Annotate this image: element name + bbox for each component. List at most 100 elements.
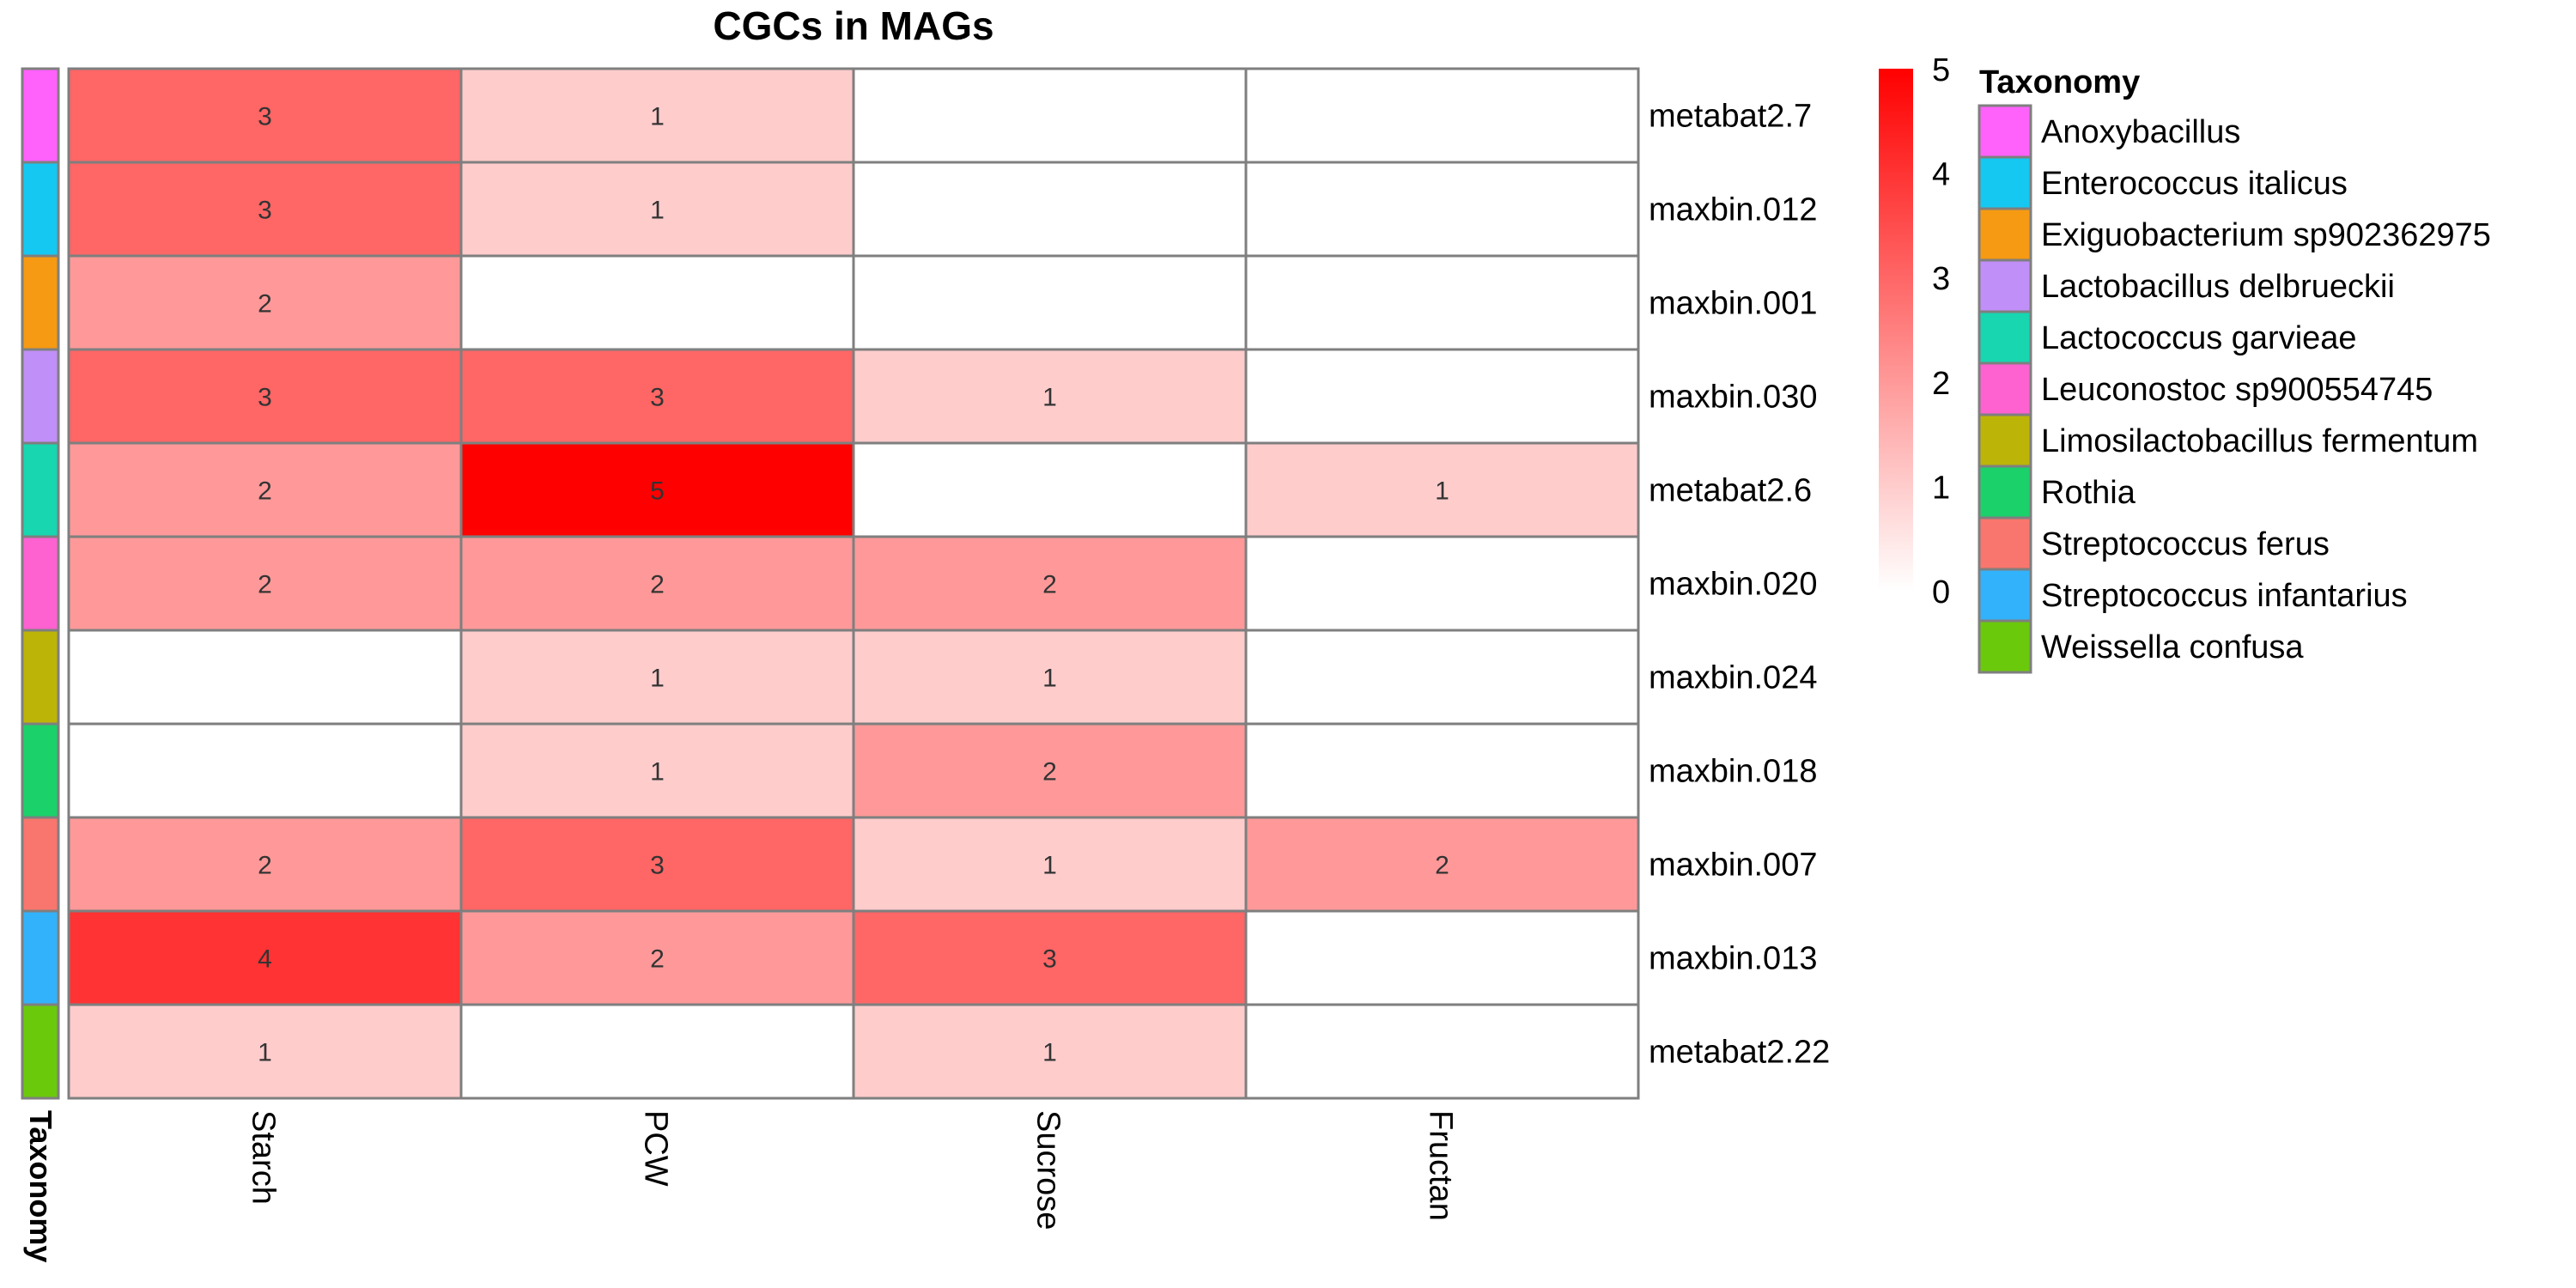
heatmap-cell <box>852 254 1248 351</box>
row-label: maxbin.012 <box>1649 192 1817 228</box>
cell-value-label: 1 <box>650 197 665 225</box>
taxonomy-annotation-bar <box>21 67 60 1100</box>
cell-value-label: 1 <box>650 103 665 131</box>
color-scale-bar <box>1879 69 1913 591</box>
taxonomy-legend-swatch <box>1978 104 2032 159</box>
heatmap-cell <box>67 348 463 445</box>
row-label: maxbin.013 <box>1649 941 1817 977</box>
taxonomy-legend-swatch <box>1978 361 2032 416</box>
taxonomy-legend-title: Taxonomy <box>1979 64 2140 100</box>
cell-value-label: 1 <box>1042 384 1057 412</box>
row-label: maxbin.020 <box>1649 567 1817 603</box>
color-scale-legend: 0 1 2 3 4 5 <box>1879 52 1950 611</box>
row-label: metabat2.22 <box>1649 1035 1830 1071</box>
cell-value-label: 1 <box>650 665 665 693</box>
heatmap-cell <box>1244 441 1640 538</box>
taxonomy-legend-swatch <box>1978 258 2032 313</box>
column-label: PCW <box>638 1110 674 1187</box>
cell-value-label: 2 <box>1042 571 1057 599</box>
cell-value-label: 4 <box>258 945 272 974</box>
cell-value-label: 1 <box>1042 852 1057 880</box>
heatmap-cell <box>852 816 1248 913</box>
taxonomy-legend-label: Weissella confusa <box>2041 629 2304 665</box>
cell-value-label: 2 <box>258 290 272 319</box>
heatmap-cell <box>852 348 1248 445</box>
color-scale-tick-label: 2 <box>1932 366 1950 402</box>
heatmap-cell <box>67 161 463 258</box>
heatmap-cell <box>459 254 855 351</box>
cell-value-label: 2 <box>1042 758 1057 787</box>
heatmap-cell <box>459 1003 855 1100</box>
taxonomy-legend-label: Enterococcus italicus <box>2041 166 2348 202</box>
row-label: metabat2.6 <box>1649 473 1812 509</box>
column-label: Sucrose <box>1030 1110 1066 1230</box>
heatmap-cell <box>852 909 1248 1006</box>
taxonomy-annotation-cell <box>21 254 60 351</box>
heatmap-cell <box>852 441 1248 538</box>
heatmap-cell <box>1244 722 1640 819</box>
row-label: maxbin.001 <box>1649 286 1817 322</box>
heatmap-cell <box>459 67 855 164</box>
cell-value-label: 2 <box>650 571 665 599</box>
taxonomy-legend-label: Lactococcus garvieae <box>2041 320 2357 356</box>
color-scale-tick-label: 3 <box>1932 261 1950 297</box>
heatmap-cell <box>67 722 463 819</box>
cell-value-label: 2 <box>1435 852 1449 880</box>
heatmap-cell <box>459 722 855 819</box>
heatmap-cell <box>1244 629 1640 726</box>
taxonomy-annotation-cell <box>21 909 60 1006</box>
heatmap-cell <box>1244 1003 1640 1100</box>
cell-value-label: 1 <box>1042 665 1057 693</box>
taxonomy-legend-swatch <box>1978 619 2032 674</box>
cell-value-label: 3 <box>650 384 665 412</box>
heatmap-cell <box>852 161 1248 258</box>
row-label: metabat2.7 <box>1649 99 1812 135</box>
heatmap-cell <box>1244 535 1640 632</box>
heatmap-cell <box>67 909 463 1006</box>
taxonomy-legend-swatch <box>1978 516 2032 571</box>
heatmap-cell <box>67 629 463 726</box>
taxonomy-legend-swatch <box>1978 465 2032 519</box>
taxonomy-annotation-label: Taxonomy <box>23 1110 58 1262</box>
cell-value-label: 3 <box>258 384 272 412</box>
taxonomy-legend-label: Anoxybacillus <box>2041 114 2240 150</box>
cell-value-label: 3 <box>1042 945 1057 974</box>
cell-value-label: 1 <box>1042 1039 1057 1067</box>
taxonomy-legend-label: Leuconostoc sp900554745 <box>2041 372 2433 408</box>
cell-value-label: 2 <box>258 571 272 599</box>
chart-title: CGCs in MAGs <box>713 3 993 48</box>
column-labels: Starch PCW Sucrose Fructan <box>246 1110 1459 1230</box>
cell-value-label: 3 <box>258 103 272 131</box>
taxonomy-legend-swatch <box>1978 155 2032 210</box>
heatmap-cells <box>67 67 1640 1100</box>
taxonomy-annotation-cell <box>21 348 60 445</box>
heatmap-cell <box>459 441 855 538</box>
heatmap-cell <box>852 629 1248 726</box>
taxonomy-legend-swatch <box>1978 413 2032 468</box>
row-label: maxbin.018 <box>1649 754 1817 790</box>
row-label: maxbin.030 <box>1649 380 1817 416</box>
color-scale-tick-label: 1 <box>1932 470 1950 506</box>
heatmap-cell <box>852 535 1248 632</box>
heatmap-cell <box>1244 161 1640 258</box>
color-scale-tick-label: 0 <box>1932 574 1950 611</box>
taxonomy-legend-label: Streptococcus infantarius <box>2041 578 2408 614</box>
taxonomy-legend-swatch <box>1978 310 2032 365</box>
cell-value-label: 2 <box>650 945 665 974</box>
row-label: maxbin.007 <box>1649 848 1817 884</box>
heatmap-cell-labels: 3 1 3 1 2 3 3 1 2 5 1 2 2 2 1 1 1 2 2 3 1 2 4 2 3 1 1 <box>258 103 1449 1067</box>
column-label: Fructan <box>1423 1110 1459 1221</box>
heatmap-cell <box>1244 348 1640 445</box>
taxonomy-annotation-cell <box>21 161 60 258</box>
heatmap-cell <box>852 722 1248 819</box>
taxonomy-annotation-cell <box>21 1003 60 1100</box>
cell-value-label: 1 <box>1435 477 1449 506</box>
taxonomy-legend-swatch <box>1978 568 2032 623</box>
taxonomy-annotation-cell <box>21 535 60 632</box>
cell-value-label: 3 <box>258 197 272 225</box>
heatmap-cell <box>1244 909 1640 1006</box>
cell-value-label: 3 <box>650 852 665 880</box>
taxonomy-annotation-cell <box>21 441 60 538</box>
taxonomy-legend-swatch <box>1978 207 2032 262</box>
